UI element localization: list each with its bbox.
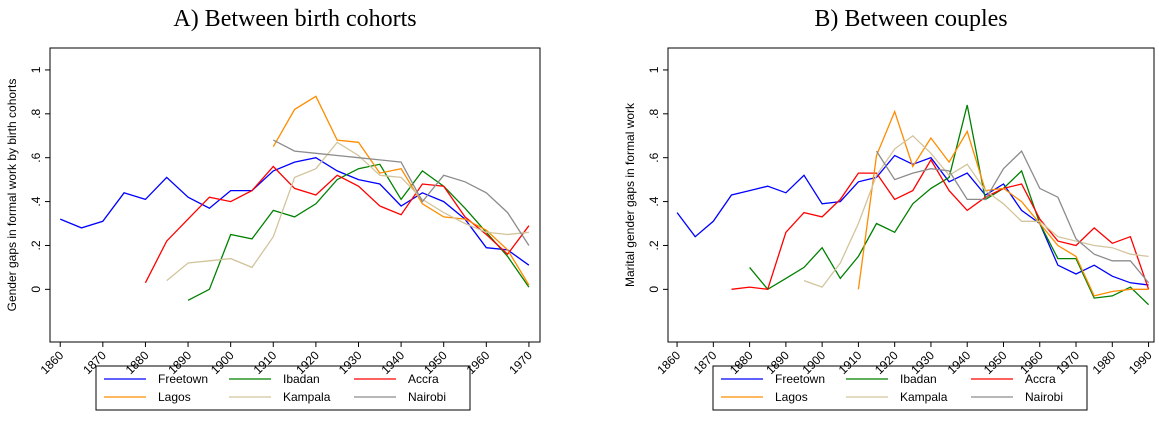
series-line	[749, 104, 1150, 306]
y-tick-label: .8	[29, 108, 43, 118]
x-tick-label: 1920	[872, 348, 901, 377]
x-tick-label: 1970	[1053, 348, 1082, 377]
legend-label: Freetown	[158, 372, 208, 386]
x-tick-label: 1880	[727, 348, 756, 377]
x-tick-label: 1970	[506, 348, 535, 377]
y-tick-label: .2	[647, 240, 661, 250]
y-tick-label: .6	[29, 152, 43, 162]
series-line	[875, 150, 1150, 284]
chart-title: A) Between birth cohorts	[173, 6, 416, 32]
series-line	[166, 141, 529, 282]
plot-frame	[49, 47, 541, 343]
y-axis-label: Gender gaps in formal work by birth coho…	[5, 79, 19, 312]
y-tick-label: 1	[647, 66, 661, 73]
legend-label: Freetown	[775, 372, 825, 386]
x-tick-label: 1910	[836, 348, 865, 377]
series-line	[731, 158, 1150, 291]
legend-label: Kampala	[283, 390, 331, 404]
x-tick-label: 1990	[1126, 348, 1155, 377]
x-tick-label: 1880	[123, 348, 152, 377]
legend-label: Nairobi	[1025, 390, 1063, 404]
legend-label: Lagos	[158, 390, 191, 404]
x-tick-label: 1940	[378, 348, 407, 377]
legend-box	[712, 365, 1088, 411]
plot-frame	[667, 47, 1155, 343]
y-tick-label: .6	[647, 152, 661, 162]
x-tick-label: 1870	[80, 348, 109, 377]
series-line	[676, 154, 1149, 286]
legend-label: Accra	[1025, 372, 1056, 386]
y-tick-label: 0	[647, 286, 661, 293]
legend-box	[95, 365, 471, 411]
x-tick-label: 1950	[981, 348, 1010, 377]
legend-label: Kampala	[900, 390, 948, 404]
series-line	[272, 95, 530, 286]
legend-label: Ibadan	[900, 372, 937, 386]
legend-label: Accra	[408, 372, 439, 386]
x-tick-label: 1980	[1090, 348, 1119, 377]
y-tick-label: .2	[29, 240, 43, 250]
legend-label: Ibadan	[283, 372, 320, 386]
series-line	[144, 165, 530, 284]
x-tick-label: 1860	[654, 348, 683, 377]
x-tick-label: 1940	[945, 348, 974, 377]
legend-label: Lagos	[775, 390, 808, 404]
y-tick-label: .4	[647, 196, 661, 206]
x-tick-label: 1860	[38, 348, 67, 377]
y-tick-label: .4	[29, 196, 43, 206]
x-tick-label: 1960	[464, 348, 493, 377]
series-line	[803, 134, 1149, 288]
series-line	[187, 163, 530, 301]
series-line	[273, 139, 530, 246]
y-tick-label: .8	[647, 108, 661, 118]
chart-title: B) Between couples	[814, 6, 1007, 32]
legend-label: Nairobi	[408, 390, 446, 404]
y-axis-label: Marital gender gaps in formal work	[623, 102, 637, 287]
x-tick-label: 1870	[691, 348, 720, 377]
series-line	[59, 157, 530, 266]
y-tick-label: 0	[29, 286, 43, 293]
series-line	[857, 109, 1149, 297]
x-tick-label: 1900	[208, 348, 237, 377]
x-tick-label: 1930	[336, 348, 365, 377]
y-tick-label: 1	[29, 66, 43, 73]
x-tick-label: 1910	[251, 348, 280, 377]
